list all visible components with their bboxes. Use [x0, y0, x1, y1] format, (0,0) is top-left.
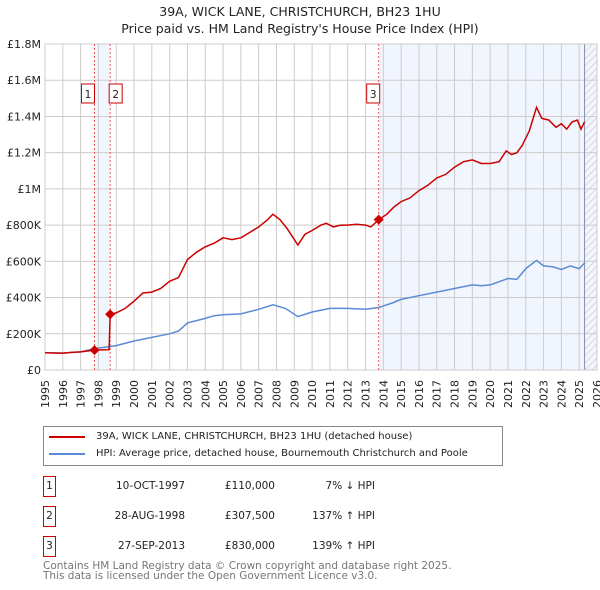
x-tick-label: 2018	[449, 380, 462, 408]
sale-price: £830,000	[224, 540, 275, 552]
legend-hpi: HPI: Average price, detached house, Bour…	[96, 448, 468, 459]
x-tick-label: 2009	[288, 380, 301, 408]
x-tick-label: 2013	[360, 380, 373, 408]
x-tick-label: 2006	[235, 380, 248, 408]
x-tick-label: 2005	[217, 380, 230, 408]
y-tick-label: £1M	[18, 183, 42, 196]
hpi-line	[44, 259, 586, 354]
x-tick-label: 2012	[342, 380, 355, 408]
chart-title: 39A, WICK LANE, CHRISTCHURCH, BH23 1HU	[159, 4, 441, 19]
x-tick-label: 2016	[413, 380, 426, 408]
x-tick-label: 1998	[92, 380, 105, 408]
sale-hpi: 7% ↓ HPI	[325, 480, 375, 492]
sale-hpi: 139% ↑ HPI	[312, 540, 375, 552]
x-tick-label: 2010	[306, 380, 319, 408]
x-tick-label: 2003	[181, 380, 194, 408]
x-tick-label: 2024	[555, 380, 568, 408]
sale-date: 28-AUG-1998	[114, 510, 185, 522]
y-tick-label: £200K	[6, 328, 42, 341]
sale-label-box	[366, 83, 381, 104]
sale-price: £110,000	[224, 480, 275, 492]
x-tick-label: 2026	[591, 380, 600, 408]
sale-number: 3	[43, 536, 56, 557]
x-tick-label: 2015	[395, 380, 408, 408]
x-tick-label: 2021	[502, 380, 515, 408]
x-tick-label: 2011	[324, 380, 337, 408]
sale-row: 2 28-AUG-1998 £307,500 137% ↑ HPI	[43, 506, 443, 528]
x-tick-label: 1995	[39, 380, 52, 408]
y-tick-label: £1.4M	[7, 110, 41, 123]
y-tick-label: £0	[27, 364, 41, 377]
x-tick-label: 1997	[75, 380, 88, 408]
x-tick-label: 2017	[431, 380, 444, 408]
price-paid-line	[44, 105, 586, 354]
y-tick-label: £1.2M	[7, 147, 41, 160]
shaded-period	[378, 44, 597, 370]
chart-subtitle: Price paid vs. HM Land Registry's House …	[121, 21, 479, 36]
legend: 39A, WICK LANE, CHRISTCHURCH, BH23 1HU (…	[43, 426, 503, 466]
y-tick-label: £800K	[6, 219, 42, 232]
sale-hpi: 137% ↑ HPI	[312, 510, 375, 522]
sale-price: £307,500	[224, 510, 275, 522]
footer-line-2: This data is licensed under the Open Gov…	[43, 570, 378, 582]
sale-row: 1 10-OCT-1997 £110,000 7% ↓ HPI	[43, 476, 443, 498]
sale-label-box	[81, 83, 96, 104]
sale-point	[89, 345, 100, 356]
x-tick-label: 2025	[573, 380, 586, 408]
sale-label-box	[108, 83, 123, 104]
sale-number: 1	[43, 476, 56, 497]
y-tick-label: £1.6M	[7, 74, 41, 87]
forecast-hatch	[584, 44, 597, 370]
legend-blue-line	[49, 452, 85, 455]
sale-label: 3	[370, 89, 377, 101]
legend-red-line	[49, 435, 85, 438]
x-tick-label: 2020	[484, 380, 497, 408]
sale-point	[105, 309, 116, 320]
x-tick-label: 2023	[538, 380, 551, 408]
sale-number: 2	[43, 506, 56, 527]
x-tick-label: 1999	[110, 380, 123, 408]
x-tick-label: 2022	[520, 380, 533, 408]
legend-property: 39A, WICK LANE, CHRISTCHURCH, BH23 1HU (…	[96, 431, 413, 442]
y-tick-label: £400K	[6, 292, 42, 305]
sale-point	[373, 214, 384, 225]
sale-date: 10-OCT-1997	[116, 480, 185, 492]
y-tick-label: £1.8M	[7, 38, 41, 51]
x-tick-label: 2004	[199, 380, 212, 408]
footer: Contains HM Land Registry data © Crown c…	[43, 560, 452, 582]
x-tick-label: 2014	[377, 380, 390, 408]
x-tick-label: 2001	[146, 380, 159, 408]
x-tick-label: 2007	[253, 380, 266, 408]
x-tick-label: 2008	[270, 380, 283, 408]
shaded-period	[94, 44, 111, 370]
sale-row: 3 27-SEP-2013 £830,000 139% ↑ HPI	[43, 536, 443, 558]
x-tick-label: 1996	[57, 380, 70, 408]
sale-label: 1	[85, 89, 92, 101]
price-chart: 1995 1996 1997 1998 1999 2000 2001 2002 2003 2004…	[6, 38, 600, 408]
x-tick-label: 2000	[128, 380, 141, 408]
plot-border	[44, 43, 598, 371]
x-tick-label: 2019	[466, 380, 479, 408]
footer-line-1: Contains HM Land Registry data © Crown c…	[43, 560, 452, 572]
sale-date: 27-SEP-2013	[117, 540, 185, 552]
x-tick-label: 2002	[164, 380, 177, 408]
y-tick-label: £600K	[6, 255, 42, 268]
sale-label: 2	[112, 89, 119, 101]
